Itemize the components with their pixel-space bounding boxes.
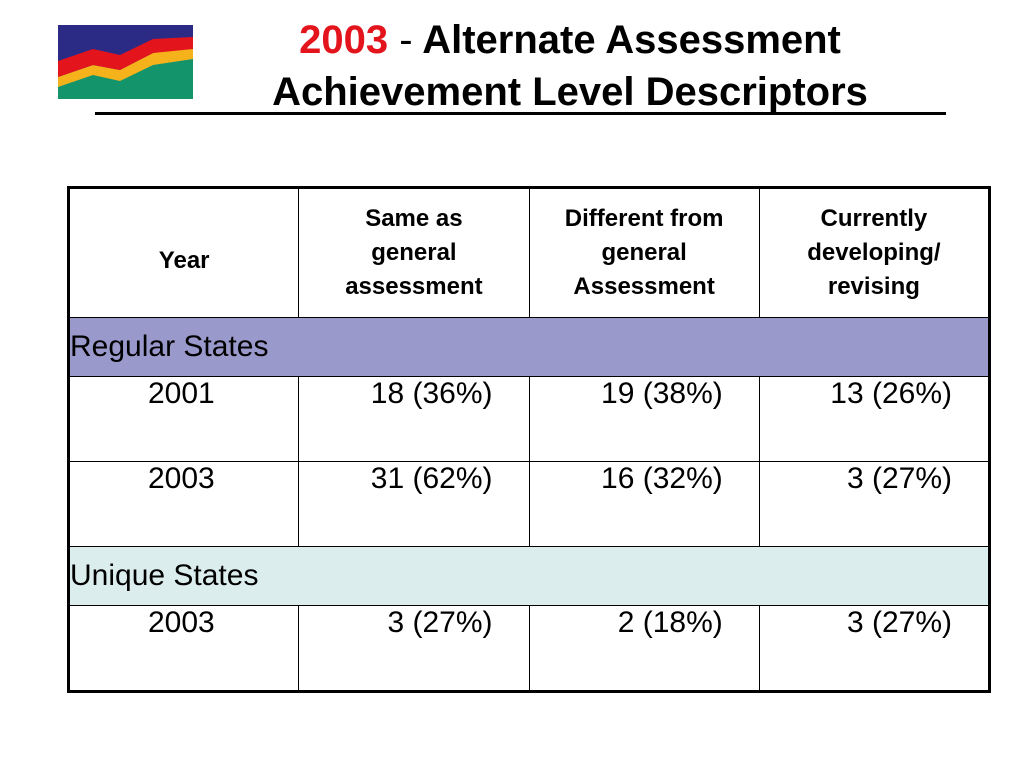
header-different-line: Assessment bbox=[573, 273, 715, 300]
title-underline bbox=[95, 112, 946, 115]
cell-same: 18 (36%) bbox=[298, 376, 530, 462]
header-different-line: general bbox=[601, 239, 687, 266]
header-same-line: Same as bbox=[365, 205, 463, 232]
page-title: 2003 - Alternate Assessment Achievement … bbox=[190, 14, 950, 118]
header-same: Same as general assessment bbox=[298, 187, 530, 318]
cell-year: 2001 bbox=[67, 376, 300, 462]
header-current: Currently developing/ revising bbox=[758, 187, 991, 318]
header-year: Year bbox=[67, 187, 300, 318]
table-row: 2003 31 (62%) 16 (32%) 3 (27%) bbox=[67, 461, 991, 547]
section-row-regular-states: Regular States bbox=[68, 317, 990, 377]
header-different: Different from general Assessment bbox=[528, 187, 760, 318]
title-line-2: Achievement Level Descriptors bbox=[272, 70, 868, 114]
logo-red-band bbox=[58, 37, 193, 77]
wave-chart-logo bbox=[58, 25, 193, 99]
title-text-1: Alternate Assessment bbox=[422, 18, 841, 62]
table-header-row: Year Same as general assessment Differen… bbox=[67, 187, 991, 318]
cell-current: 3 (27%) bbox=[758, 461, 991, 547]
header-current-line: Currently bbox=[820, 205, 928, 232]
cell-current: 13 (26%) bbox=[758, 376, 991, 462]
section-label: Unique States bbox=[68, 546, 990, 606]
header-same-line: general bbox=[371, 239, 457, 266]
table-row: 2003 3 (27%) 2 (18%) 3 (27%) bbox=[67, 605, 991, 692]
section-label: Regular States bbox=[68, 317, 990, 377]
cell-different: 19 (38%) bbox=[528, 376, 760, 462]
title-line-1: 2003 - Alternate Assessment bbox=[190, 14, 950, 66]
table-row: 2001 18 (36%) 19 (38%) 13 (26%) bbox=[67, 376, 991, 462]
cell-different: 2 (18%) bbox=[528, 605, 760, 692]
header-different-line: Different from bbox=[564, 205, 724, 232]
cell-different: 16 (32%) bbox=[528, 461, 760, 547]
cell-year: 2003 bbox=[67, 605, 300, 692]
logo-yellow-band bbox=[58, 47, 193, 87]
cell-current: 3 (27%) bbox=[758, 605, 991, 692]
title-dash: - bbox=[399, 18, 413, 62]
header-current-line: developing/ bbox=[807, 239, 941, 266]
header-current-line: revising bbox=[827, 273, 920, 300]
descriptors-table: Year Same as general assessment Differen… bbox=[67, 186, 991, 693]
cell-same: 3 (27%) bbox=[298, 605, 530, 692]
header-same-line: assessment bbox=[345, 273, 483, 300]
section-row-unique-states: Unique States bbox=[68, 546, 990, 606]
cell-year: 2003 bbox=[67, 461, 300, 547]
title-year: 2003 bbox=[299, 18, 389, 62]
cell-same: 31 (62%) bbox=[298, 461, 530, 547]
